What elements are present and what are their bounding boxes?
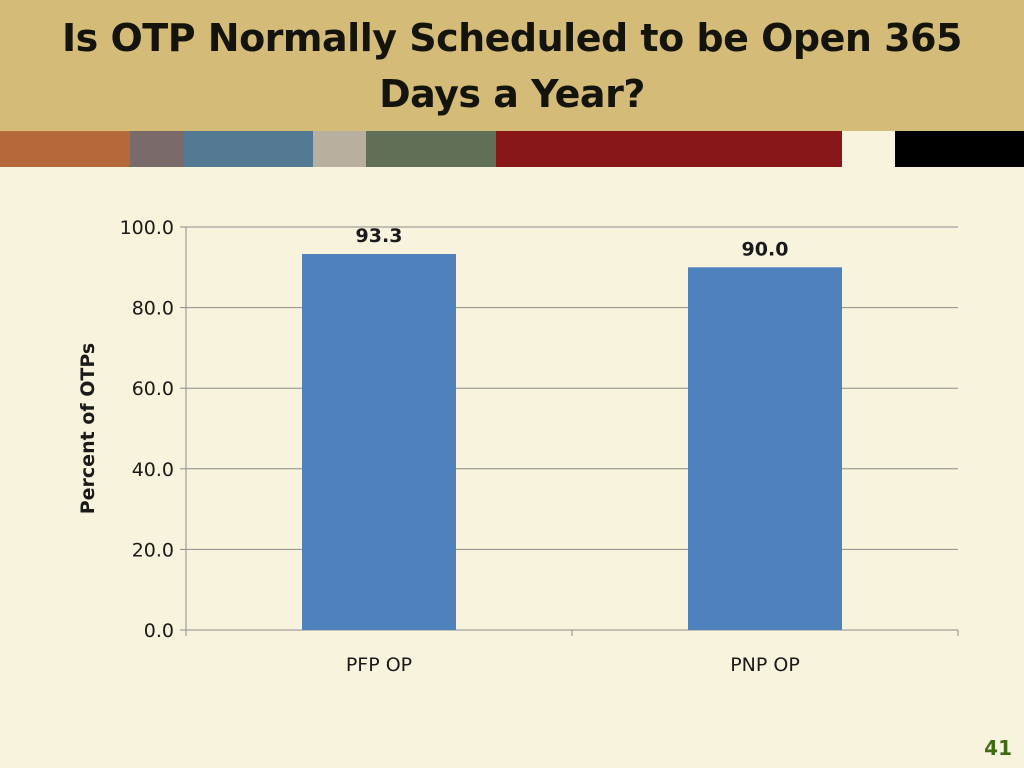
bar-pfp-op [302, 254, 456, 630]
y-tick-label: 60.0 [132, 378, 174, 400]
data-label: 93.3 [356, 225, 403, 247]
stripe-segment-steel-blue [184, 131, 313, 167]
y-axis-label: Percent of OTPs [77, 343, 99, 515]
x-tick-label: PNP OP [730, 654, 800, 676]
color-stripe [0, 131, 1024, 167]
y-tick-label: 100.0 [120, 217, 174, 239]
stripe-segment-mauve [130, 131, 184, 167]
title-band: Is OTP Normally Scheduled to be Open 365… [0, 0, 1024, 131]
bar-pnp-op [688, 267, 842, 630]
y-tick-label: 40.0 [132, 459, 174, 481]
data-label: 90.0 [742, 238, 789, 260]
y-tick-label: 0.0 [144, 620, 174, 642]
stripe-segment-crimson [496, 131, 842, 167]
stripe-segment-stone [313, 131, 366, 167]
stripe-segment-cream [842, 131, 895, 167]
slide-title: Is OTP Normally Scheduled to be Open 365… [61, 15, 963, 116]
page-number: 41 [984, 736, 1012, 760]
y-tick-label: 20.0 [132, 539, 174, 561]
stripe-segment-black [895, 131, 1024, 167]
x-tick-label: PFP OP [346, 654, 412, 676]
stripe-segment-rust [0, 131, 130, 167]
stripe-segment-olive [366, 131, 496, 167]
y-tick-label: 80.0 [132, 298, 174, 320]
